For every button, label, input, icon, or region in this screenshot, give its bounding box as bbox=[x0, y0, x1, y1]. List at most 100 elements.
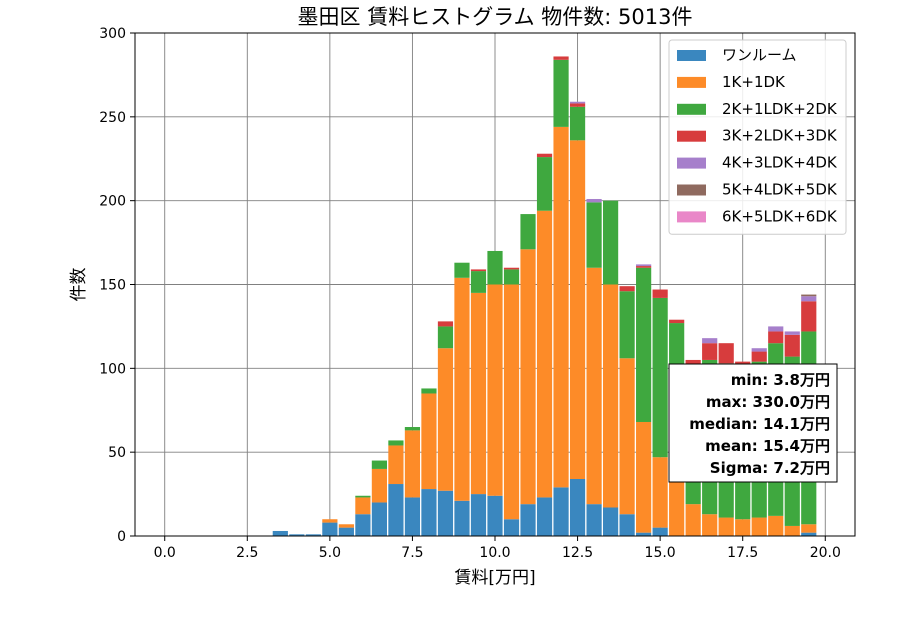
bar-segment-series-0-bin-7 bbox=[388, 484, 404, 536]
legend-entry-label: 1K+1DK bbox=[722, 73, 786, 91]
x-axis-label: 賃料[万円] bbox=[454, 568, 535, 588]
bar-segment-series-3-bin-31 bbox=[784, 334, 800, 357]
bar-segment-series-2-bin-15 bbox=[520, 214, 536, 250]
bar-segment-series-1-bin-20 bbox=[603, 284, 619, 508]
bar-segment-series-2-bin-10 bbox=[437, 326, 454, 349]
bar-segment-series-2-bin-7 bbox=[388, 440, 404, 446]
y-tick-label: 250 bbox=[99, 110, 126, 126]
bar-segment-series-1-bin-12 bbox=[470, 292, 487, 495]
bar-segment-series-4-bin-22 bbox=[636, 264, 652, 267]
bar-segment-series-3-bin-17 bbox=[553, 56, 569, 60]
bar-segment-series-1-bin-7 bbox=[388, 445, 404, 485]
bar-segment-series-1-bin-21 bbox=[619, 358, 635, 515]
legend-entry-label: 4K+3LDK+4DK bbox=[722, 154, 838, 172]
y-tick-label: 300 bbox=[99, 26, 126, 42]
legend-entry-label: ワンルーム bbox=[722, 46, 797, 64]
bar-segment-series-0-bin-9 bbox=[421, 489, 437, 536]
legend-swatch bbox=[677, 76, 706, 88]
bar-segment-series-1-bin-3 bbox=[322, 519, 338, 523]
y-axis-label: 件数 bbox=[69, 268, 89, 302]
bar-segment-series-3-bin-12 bbox=[470, 269, 487, 272]
bar-segment-series-0-bin-6 bbox=[371, 502, 387, 536]
bar-segment-series-1-bin-4 bbox=[338, 524, 354, 528]
legend-entry-label: 6K+5LDK+6DK bbox=[722, 207, 838, 225]
bar-segment-series-0-bin-14 bbox=[503, 519, 520, 536]
legend-swatch bbox=[677, 157, 706, 169]
bar-segment-series-3-bin-10 bbox=[437, 321, 454, 327]
bar-segment-series-1-bin-31 bbox=[784, 525, 800, 536]
bar-segment-series-1-bin-27 bbox=[718, 517, 734, 536]
bar-segment-series-0-bin-19 bbox=[586, 504, 602, 536]
bar-segment-series-3-bin-16 bbox=[536, 153, 553, 158]
bar-segment-series-2-bin-19 bbox=[586, 202, 602, 268]
bar-segment-series-3-bin-14 bbox=[503, 267, 520, 270]
bar-segment-series-1-bin-28 bbox=[735, 519, 751, 536]
bar-segment-series-3-bin-27 bbox=[718, 343, 734, 364]
stats-annotation-box: min: 3.8万円 max: 330.0万円 median: 14.1万円 mean… bbox=[668, 363, 838, 483]
x-tick-label: 0.0 bbox=[154, 545, 176, 561]
stats-line: max: 330.0万円 bbox=[706, 393, 830, 411]
bar-segment-series-1-bin-22 bbox=[636, 421, 652, 533]
x-tick-label: 5.0 bbox=[319, 545, 341, 561]
bar-segment-series-0-bin-0 bbox=[272, 530, 288, 536]
bar-segment-series-2-bin-14 bbox=[503, 269, 520, 285]
stats-line: mean: 15.4万円 bbox=[705, 437, 830, 455]
bar-segment-series-2-bin-6 bbox=[371, 460, 387, 469]
bar-segment-series-2-bin-21 bbox=[619, 291, 635, 359]
bar-segment-series-2-bin-16 bbox=[536, 157, 553, 211]
bar-segment-series-1-bin-19 bbox=[586, 267, 602, 505]
bar-segment-series-1-bin-18 bbox=[569, 140, 586, 479]
bar-segment-series-1-bin-11 bbox=[454, 277, 470, 501]
bar-segment-series-1-bin-13 bbox=[487, 284, 503, 496]
y-tick-label: 50 bbox=[108, 445, 126, 461]
legend-entry-label: 5K+4LDK+5DK bbox=[722, 181, 838, 199]
bar-segment-series-0-bin-32 bbox=[801, 532, 817, 536]
bar-segment-series-0-bin-3 bbox=[322, 522, 338, 536]
legend-swatch bbox=[677, 50, 706, 61]
stats-line: min: 3.8万円 bbox=[731, 371, 830, 389]
bar-segment-series-5-bin-32 bbox=[801, 294, 817, 297]
x-tick-label: 10.0 bbox=[479, 545, 510, 561]
bar-segment-series-4-bin-29 bbox=[751, 348, 767, 352]
bar-segment-series-1-bin-10 bbox=[437, 348, 454, 491]
bar-segment-series-1-bin-15 bbox=[520, 249, 536, 505]
bar-segment-series-3-bin-26 bbox=[702, 343, 718, 360]
bar-segment-series-0-bin-21 bbox=[619, 514, 635, 536]
bar-segment-series-0-bin-16 bbox=[536, 497, 553, 536]
bar-segment-series-0-bin-5 bbox=[355, 514, 371, 536]
legend: ワンルーム 1K+1DK 2K+1LDK+2DK 3K+2LDK+3DK 4K+3LDK… bbox=[668, 39, 847, 235]
bar-segment-series-2-bin-8 bbox=[404, 427, 421, 431]
bar-segment-series-1-bin-24 bbox=[669, 480, 685, 536]
bar-segment-series-4-bin-19 bbox=[586, 198, 602, 203]
bar-segment-series-1-bin-25 bbox=[685, 504, 701, 536]
legend-entry-label: 3K+2LDK+3DK bbox=[722, 127, 838, 145]
bar-segment-series-2-bin-12 bbox=[470, 271, 487, 293]
bar-segment-series-0-bin-8 bbox=[404, 497, 421, 536]
bar-segment-series-0-bin-18 bbox=[569, 478, 586, 536]
legend-swatch bbox=[677, 130, 706, 142]
bar-segment-series-1-bin-14 bbox=[503, 284, 520, 520]
y-tick-label: 200 bbox=[99, 194, 126, 210]
bar-segment-series-0-bin-13 bbox=[487, 495, 503, 536]
stats-line: Sigma: 7.2万円 bbox=[710, 459, 830, 477]
bar-segment-series-1-bin-16 bbox=[536, 210, 553, 498]
x-tick-label: 12.5 bbox=[562, 545, 593, 561]
stats-box-frame bbox=[668, 363, 838, 483]
bar-segment-series-0-bin-11 bbox=[454, 500, 470, 536]
legend-swatch bbox=[677, 211, 706, 223]
bar-segment-series-3-bin-30 bbox=[768, 331, 784, 344]
bar-segment-series-4-bin-32 bbox=[801, 296, 817, 302]
bar-segment-series-3-bin-24 bbox=[669, 319, 685, 324]
bar-segment-series-3-bin-29 bbox=[751, 351, 767, 362]
bar-segment-series-0-bin-4 bbox=[338, 527, 354, 536]
bar-segment-series-0-bin-17 bbox=[553, 487, 569, 536]
x-tick-label: 7.5 bbox=[401, 545, 423, 561]
bar-segment-series-1-bin-30 bbox=[768, 515, 784, 536]
bar-segment-series-2-bin-18 bbox=[569, 106, 586, 141]
x-tick-label: 20.0 bbox=[810, 545, 841, 561]
bar-segment-series-1-bin-5 bbox=[355, 497, 371, 515]
bar-segment-series-0-bin-10 bbox=[437, 490, 454, 536]
bar-segment-series-3-bin-22 bbox=[636, 266, 652, 268]
bar-segment-series-2-bin-13 bbox=[487, 250, 503, 285]
bar-segment-series-3-bin-23 bbox=[652, 289, 668, 298]
